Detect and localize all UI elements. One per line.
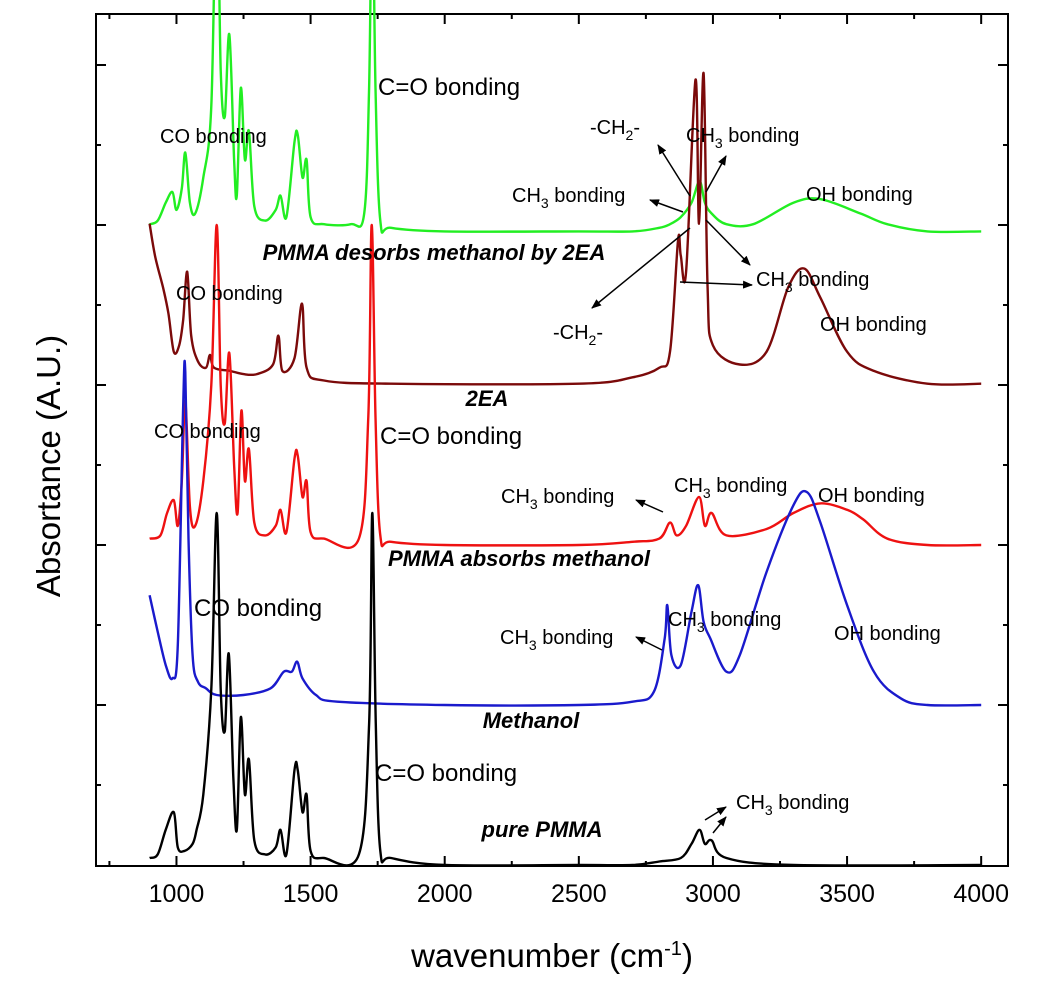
green-ch2-annotation: -CH2- (590, 117, 640, 143)
x-tick-label: 4000 (953, 880, 1009, 908)
series-line-1 (148, 72, 982, 386)
red-ch3-left-annotation: CH3 bonding (501, 486, 614, 512)
arrow-green-ch3-left (649, 199, 684, 213)
y-axis-ticks (96, 64, 1008, 786)
series-label-methanol: Methanol (483, 708, 580, 733)
x-tick-label: 3500 (819, 880, 875, 908)
x-tick-label: 3000 (685, 880, 741, 908)
blue-ch3-right-annotation: CH3 bonding (668, 609, 781, 635)
arrow-black-ch3-a (704, 806, 727, 821)
maroon-oh-annotation: OH bonding (820, 314, 927, 336)
y-axis-label: Absortance (A.U.) (30, 335, 67, 597)
arrow-green-ch2 (657, 144, 691, 197)
arrow-black-ch3-b (712, 816, 727, 834)
black-ch3-annotation: CH3 bonding (736, 792, 849, 818)
x-tick-label: 2500 (551, 880, 607, 908)
maroon-ch2-annotation: -CH2- (553, 322, 603, 348)
series-line-4 (149, 511, 982, 867)
maroon-co-annotation: CO bonding (176, 283, 283, 305)
series-label-2ea: 2EA (465, 386, 509, 411)
blue-oh-annotation: OH bonding (834, 623, 941, 645)
arrow-maroon-ch3-b (679, 280, 753, 289)
series-group (148, 0, 982, 867)
arrow-maroon-ch2 (591, 227, 691, 309)
green-oh-annotation: OH bonding (806, 184, 913, 206)
annotation-arrows (591, 144, 753, 834)
red-oh-annotation: OH bonding (818, 485, 925, 507)
series-line-3 (148, 359, 982, 707)
green-co-annotation: CO bonding (160, 126, 267, 148)
blue-ch3-left-annotation: CH3 bonding (500, 627, 613, 653)
x-tick-label: 2000 (417, 880, 473, 908)
x-axis-label: wavenumber (cm-1) (410, 937, 693, 974)
red-co-annotation: CO bonding (154, 421, 261, 443)
x-tick-label: 1000 (149, 880, 205, 908)
arrow-maroon-ch3-a (705, 219, 751, 266)
series-line-2 (149, 223, 982, 550)
series-label-pure-pmma: pure PMMA (481, 817, 603, 842)
series-label-pmma-desorbs: PMMA desorbs methanol by 2EA (263, 240, 606, 265)
x-axis-tick-labels: 1000 1500 2000 2500 3000 3500 4000 (149, 880, 1009, 908)
series-label-pmma-absorbs: PMMA absorbs methanol (388, 546, 651, 571)
green-ch3-left-annotation: CH3 bonding (512, 185, 625, 211)
arrow-red-ch3-left (635, 499, 664, 513)
maroon-ch3-annotation: CH3 bonding (756, 269, 869, 295)
arrow-green-ch3-right (705, 155, 727, 193)
green-ch3-right-annotation: CH3 bonding (686, 125, 799, 151)
red-c-o-annotation: C=O bonding (380, 423, 522, 450)
red-ch3-right-annotation: CH3 bonding (674, 475, 787, 501)
arrow-blue-ch3-left (635, 636, 663, 651)
green-c-o-annotation: C=O bonding (378, 74, 520, 101)
blue-co-annotation: CO bonding (194, 595, 322, 622)
x-tick-label: 1500 (283, 880, 339, 908)
black-c-o-annotation: C=O bonding (375, 760, 517, 787)
